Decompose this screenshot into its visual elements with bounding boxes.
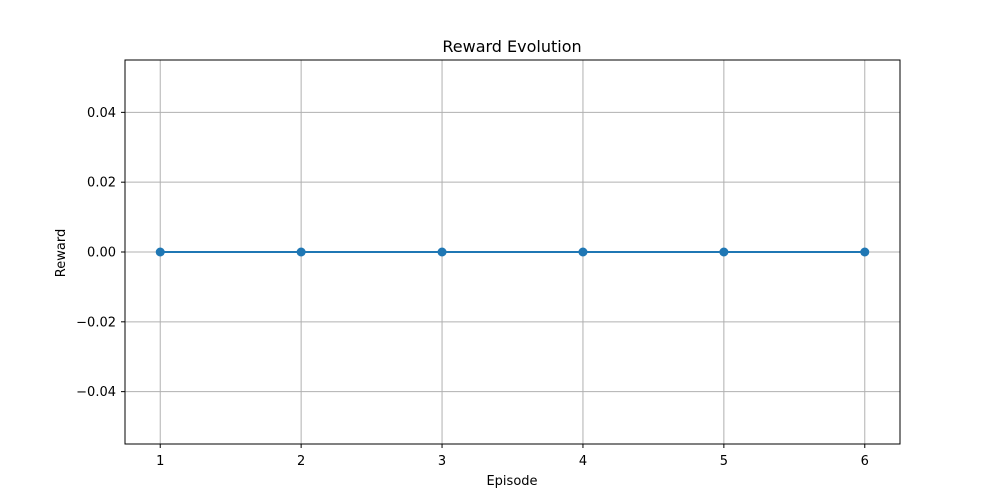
data-point bbox=[719, 247, 729, 257]
x-tick-label: 3 bbox=[438, 454, 446, 469]
x-axis-label: Episode bbox=[486, 474, 537, 489]
y-tick-label: 0.04 bbox=[87, 106, 116, 121]
y-tick-label: −0.04 bbox=[76, 385, 116, 400]
y-axis-label: Reward bbox=[54, 229, 69, 277]
y-tick-label: 0.00 bbox=[87, 246, 116, 261]
tick-layer: 1 2 3 4 5 6 −0.04 −0.02 0.00 0.02 0.04 bbox=[76, 106, 869, 469]
data-point bbox=[296, 247, 306, 257]
x-tick-label: 4 bbox=[579, 454, 587, 469]
chart-title: Reward Evolution bbox=[442, 37, 581, 56]
data-point bbox=[155, 247, 165, 257]
y-tick-label: −0.02 bbox=[76, 315, 116, 330]
plot-frame bbox=[124, 59, 901, 445]
data-point bbox=[860, 247, 870, 257]
x-tick-label: 2 bbox=[297, 454, 305, 469]
data-point bbox=[437, 247, 447, 257]
x-tick-label: 1 bbox=[156, 454, 164, 469]
data-point bbox=[578, 247, 588, 257]
series-layer bbox=[155, 247, 870, 257]
x-tick-label: 6 bbox=[861, 454, 869, 469]
y-tick-label: 0.02 bbox=[87, 176, 116, 191]
x-tick-label: 5 bbox=[720, 454, 728, 469]
